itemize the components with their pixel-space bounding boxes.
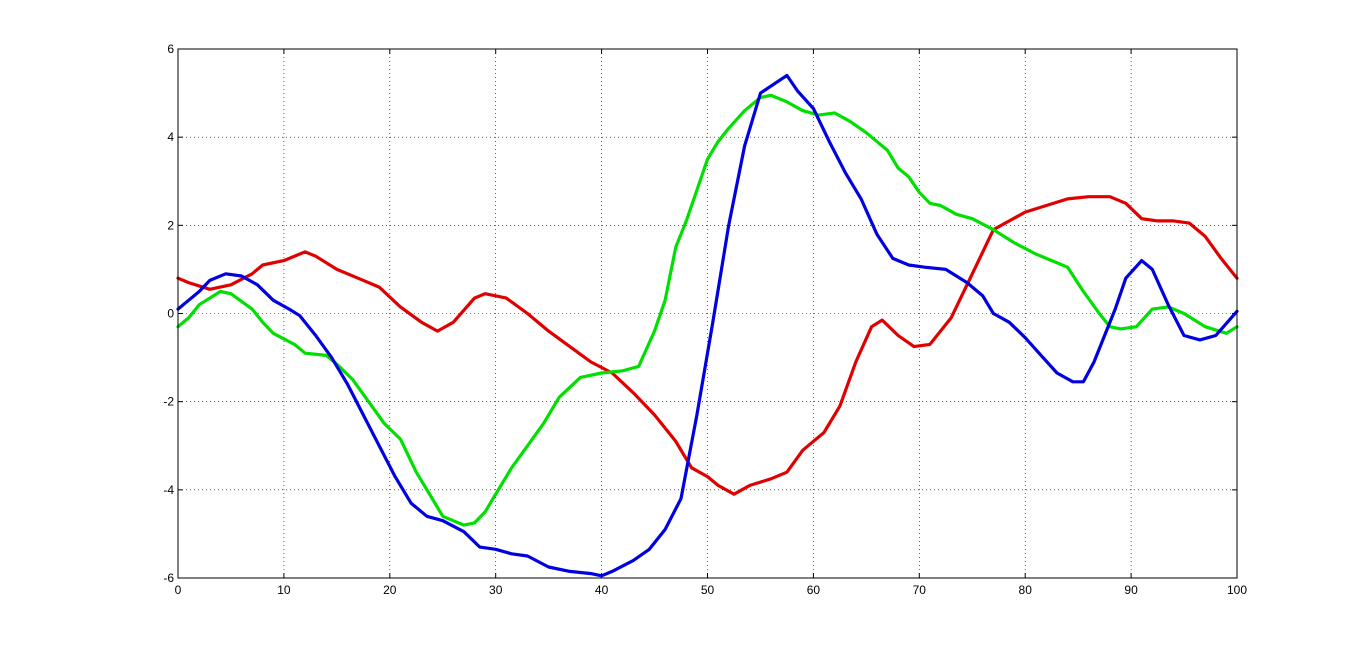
series-layer — [176, 73, 1239, 578]
axis-ticks — [177, 48, 1238, 579]
x-tick-label: 30 — [489, 583, 503, 597]
y-tick-label: 6 — [167, 42, 174, 56]
x-tick-label: 70 — [913, 583, 927, 597]
x-axis-tick-labels: 0 10 20 30 40 50 60 70 80 90 100 — [175, 583, 1248, 597]
series-line-3 — [176, 73, 1239, 578]
y-tick-label: 4 — [167, 130, 174, 144]
series-line-1 — [176, 195, 1239, 496]
y-tick-label: -4 — [163, 483, 174, 497]
x-tick-label: 20 — [383, 583, 397, 597]
y-tick-label: -2 — [163, 395, 174, 409]
x-tick-label: 100 — [1227, 583, 1247, 597]
y-axis-tick-labels: 6 4 2 0 -2 -4 -6 — [163, 42, 174, 585]
y-tick-label: 0 — [167, 307, 174, 321]
x-tick-label: 60 — [807, 583, 821, 597]
y-tick-label: -6 — [163, 571, 174, 585]
grid-lines — [178, 49, 1237, 578]
x-tick-label: 80 — [1019, 583, 1033, 597]
x-tick-label: 90 — [1124, 583, 1138, 597]
x-tick-label: 10 — [277, 583, 291, 597]
x-tick-label: 0 — [175, 583, 182, 597]
x-tick-label: 50 — [701, 583, 715, 597]
x-tick-label: 40 — [595, 583, 609, 597]
series-line-2 — [176, 93, 1239, 527]
y-tick-label: 2 — [167, 218, 174, 232]
